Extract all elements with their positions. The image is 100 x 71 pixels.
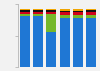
Bar — [73, 18, 83, 67]
Bar — [46, 10, 56, 12]
Bar — [86, 18, 96, 67]
Bar — [60, 15, 70, 18]
Bar — [20, 9, 30, 10]
Bar — [86, 15, 96, 18]
Bar — [20, 12, 30, 14]
Bar — [86, 9, 96, 10]
Bar — [46, 14, 56, 32]
Bar — [73, 9, 83, 11]
Bar — [60, 9, 70, 11]
Bar — [46, 12, 56, 14]
Bar — [33, 16, 43, 67]
Bar — [60, 18, 70, 67]
Bar — [60, 11, 70, 12]
Bar — [20, 14, 30, 16]
Bar — [60, 12, 70, 15]
Bar — [73, 12, 83, 15]
Bar — [33, 14, 43, 16]
Bar — [20, 10, 30, 12]
Bar — [73, 15, 83, 18]
Bar — [33, 9, 43, 10]
Bar — [86, 12, 96, 15]
Bar — [46, 32, 56, 67]
Bar — [73, 11, 83, 12]
Bar — [86, 10, 96, 12]
Bar — [46, 9, 56, 10]
Bar — [33, 10, 43, 12]
Bar — [33, 12, 43, 14]
Bar — [20, 16, 30, 67]
